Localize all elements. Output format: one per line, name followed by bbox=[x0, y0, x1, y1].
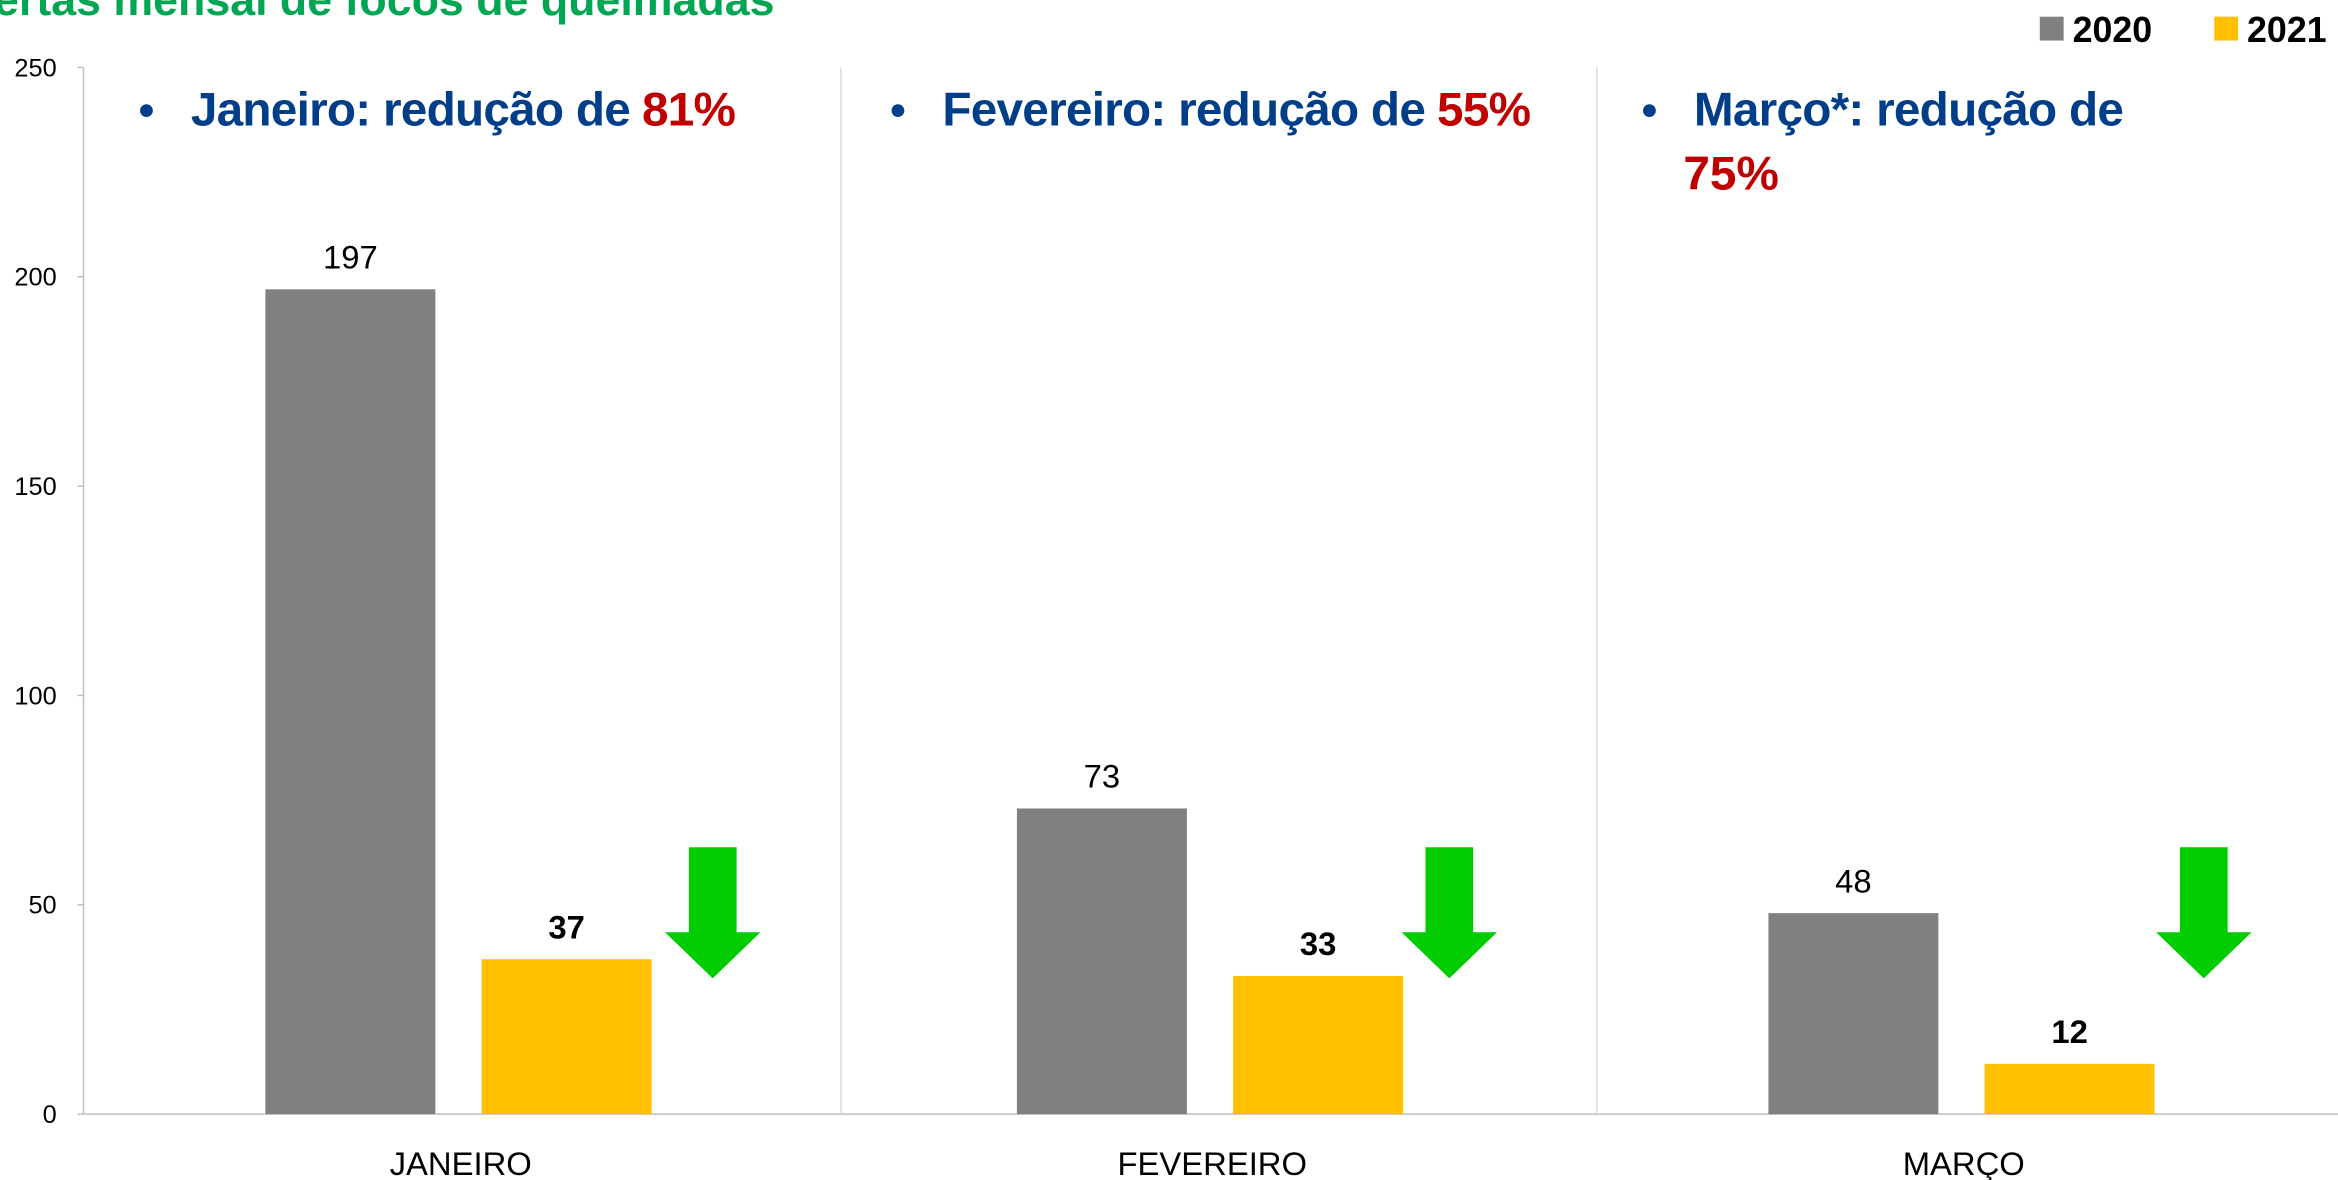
annotation: Março*: redução de bbox=[1694, 84, 2123, 137]
y-tick-label: 100 bbox=[14, 682, 56, 710]
annotation-text: Janeiro: redução de bbox=[191, 84, 630, 137]
bullet: • bbox=[139, 87, 155, 136]
legend-swatch bbox=[2039, 16, 2064, 41]
y-tick-label: 250 bbox=[14, 54, 56, 82]
bar bbox=[1233, 975, 1404, 1115]
bar bbox=[1984, 1063, 2155, 1115]
annotation-text: Março*: redução de bbox=[1694, 84, 2123, 137]
down-arrow bbox=[665, 847, 761, 979]
bar bbox=[1768, 913, 1939, 1115]
x-tick-label: FEVEREIRO bbox=[1117, 1145, 1307, 1180]
y-tick-label: 50 bbox=[28, 892, 56, 920]
x-tick-label: MARÇO bbox=[1903, 1145, 2025, 1180]
data-label: 12 bbox=[2051, 1013, 2087, 1050]
annotation-text: Fevereiro: redução de bbox=[942, 84, 1425, 137]
bullet: • bbox=[890, 87, 906, 136]
arrows bbox=[665, 847, 2252, 979]
data-label: 33 bbox=[1300, 925, 1336, 962]
bullet: • bbox=[1642, 87, 1658, 136]
bar bbox=[265, 289, 436, 1115]
data-label: 48 bbox=[1835, 862, 1871, 899]
data-label: 197 bbox=[323, 238, 378, 275]
legend-label: 2020 bbox=[2073, 10, 2153, 50]
data-label: 73 bbox=[1084, 758, 1120, 795]
annotation-value: 75% bbox=[1683, 148, 1778, 201]
annotation-value: 55% bbox=[1437, 84, 1531, 137]
legend-swatch bbox=[2214, 16, 2239, 41]
x-tick-label: JANEIRO bbox=[390, 1145, 532, 1180]
legend-label: 2021 bbox=[2247, 10, 2327, 50]
down-arrow bbox=[2156, 847, 2252, 979]
y-tick-label: 150 bbox=[14, 473, 56, 501]
annotation: Janeiro: redução de 81% bbox=[191, 84, 736, 137]
down-arrow bbox=[1401, 847, 1498, 979]
chart-title: ertas mensal de focos de queimadas bbox=[0, 0, 774, 25]
data-label: 37 bbox=[548, 908, 584, 945]
bar bbox=[481, 959, 652, 1115]
annotation-value: 81% bbox=[642, 84, 736, 137]
y-tick-label: 0 bbox=[43, 1101, 57, 1129]
annotation: Fevereiro: redução de 55% bbox=[942, 84, 1530, 137]
y-tick-label: 200 bbox=[14, 264, 56, 292]
bar bbox=[1016, 808, 1187, 1115]
